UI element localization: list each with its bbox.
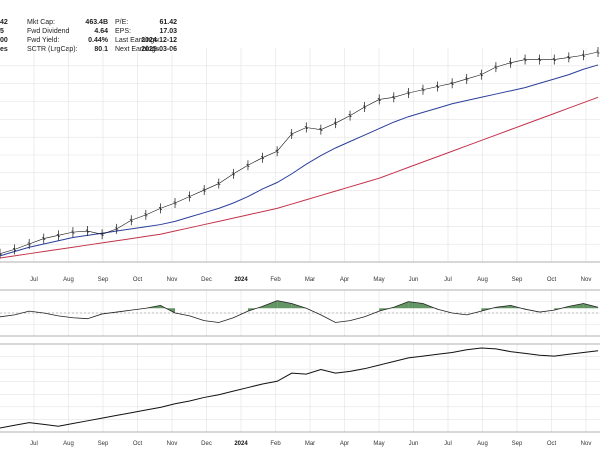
price-x-tick-label: Sep [98,277,109,283]
price-bars [0,47,600,259]
price-x-tick-label: Aug [477,277,488,283]
price-x-tick-label: 2024 [234,277,248,283]
rs-x-tick-label: Mar [305,441,315,447]
price-x-tick-label: Nov [167,277,178,283]
rs-x-tick-label: Aug [477,441,488,447]
rs-x-tick-label: Oct [547,441,557,447]
stat-value: 463.4B [85,19,108,26]
rs-x-tick-label: 2024 [234,441,248,447]
rs-x-tick-label: Feb [270,441,281,447]
rs-x-tick-label: Aug [63,441,74,447]
rs-x-tick-label: May [373,441,384,447]
oscillator-fill [262,300,278,309]
stat-label: EPS: [115,28,131,35]
oscillator-fill [568,303,584,309]
stat-label: Last Earnings: [115,37,160,44]
rs-x-tick-label: Sep [98,441,109,447]
stat-value: 4.64 [94,28,108,35]
stat-label: Next Earnings: [115,46,161,53]
price-x-tick-label: Feb [270,277,281,283]
price-x-tick-label: Sep [512,277,523,283]
price-x-tick-label: May [373,277,384,283]
stat-value: 17.03 [159,28,177,35]
stat-label: Fwd Dividend [27,28,70,35]
stat-value: 61.42 [159,19,177,26]
price-x-tick-label: Nov [581,277,592,283]
stat-label: SCTR (LrgCap): [27,46,78,53]
rs-x-tick-label: Jul [30,441,38,447]
stat-partial-value: 00 [0,37,8,44]
moving-average-long-line [0,96,599,259]
rs-x-tick-label: Apr [340,441,349,447]
stat-label: Mkt Cap: [27,19,55,26]
relative-strength-line [0,347,599,429]
moving-average-short-line [0,64,599,257]
price-x-tick-label: Aug [63,277,74,283]
oscillator-line [0,300,599,323]
price-x-tick-label: Dec [201,277,212,283]
price-x-tick-label: Jul [444,277,452,283]
rs-x-tick-label: Jul [444,441,452,447]
price-x-tick-label: Oct [547,277,557,283]
price-panel-grid [0,48,600,263]
rs-x-tick-label: Nov [167,441,178,447]
stat-partial-value: 5 [0,28,4,35]
price-x-tick-label: Jul [30,277,38,283]
stat-label: P/E: [115,19,128,26]
stat-value: 80.1 [94,46,108,53]
stat-label: Fwd Yield: [27,37,59,44]
rs-x-tick-label: Jun [409,441,419,447]
relative-strength-panel-grid [0,344,600,433]
stat-value: 0.44% [88,37,109,44]
rs-x-tick-label: Oct [133,441,143,447]
rs-x-tick-label: Dec [201,441,212,447]
price-line [0,51,599,254]
rs-x-tick-label: Sep [512,441,523,447]
price-x-tick-label: Jun [409,277,419,283]
oscillator-fill [277,300,292,309]
price-x-tick-label: Oct [133,277,143,283]
stat-partial-value: 42 [0,19,8,26]
price-x-tick-label: Apr [340,277,349,283]
rs-x-tick-label: Nov [581,441,592,447]
stat-value: 2025-03-06 [141,46,177,53]
stat-value: 2024-12-12 [141,37,177,44]
price-x-tick-label: Mar [305,277,315,283]
stat-partial-value: es [0,46,8,53]
